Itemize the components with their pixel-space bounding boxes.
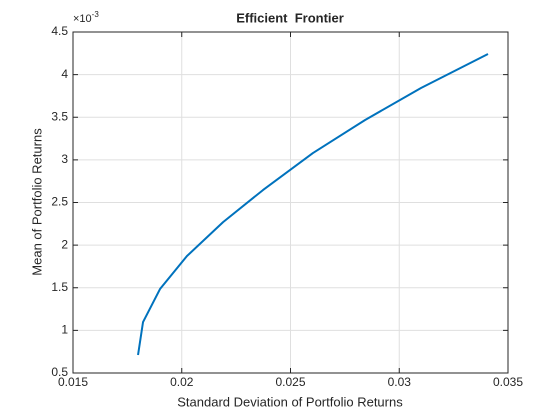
y-tick-label: 2.5 [51,195,68,209]
chart-title: Efficient Frontier [236,10,344,25]
x-tick-label: 0.03 [388,375,412,389]
y-tick-label: 0.5 [51,365,68,379]
y-multiplier: ×10-3 [73,10,99,25]
y-tick-label: 4 [61,67,68,81]
x-tick-label: 0.015 [58,375,88,389]
data-line [137,53,489,356]
y-axis-label: Mean of Portfolio Returns [29,128,44,276]
y-tick-label: 1.5 [51,280,68,294]
x-tick-label: 0.025 [275,375,305,389]
y-tick-label: 3.5 [51,109,68,123]
x-tick-label: 0.02 [170,375,194,389]
y-tick-label: 2 [61,237,68,251]
x-tick-label: 0.035 [493,375,523,389]
y-tick-label: 3 [61,152,68,166]
y-tick-label: 4.5 [51,24,68,38]
multiplier-exponent: -3 [92,10,100,19]
multiplier-base: ×10 [73,13,92,25]
plot-frame [72,31,509,374]
x-axis-label: Standard Deviation of Portfolio Returns [177,394,403,409]
y-tick-label: 1 [61,323,68,337]
